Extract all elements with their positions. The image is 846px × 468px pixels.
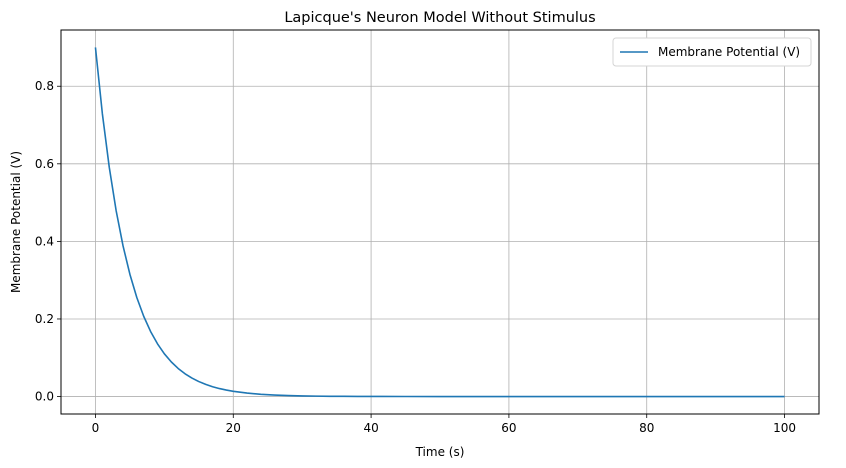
x-tick-label: 20 — [226, 421, 241, 435]
legend: Membrane Potential (V) — [612, 37, 812, 67]
y-axis: 0.0 0.2 0.4 0.6 0.8 — [35, 79, 61, 404]
plot-frame — [60, 29, 820, 415]
y-tick-label: 0.8 — [35, 79, 54, 93]
y-tick-label: 0.2 — [35, 312, 54, 326]
series-layer — [94, 47, 785, 398]
series-line-membrane-potential — [94, 47, 785, 398]
y-tick-label: 0.4 — [35, 234, 54, 248]
x-tick-label: 40 — [363, 421, 378, 435]
y-tick-label: 0.0 — [35, 390, 54, 404]
x-tick-label: 60 — [501, 421, 516, 435]
legend-entry-label: Membrane Potential (V) — [658, 45, 800, 59]
y-axis-label: Membrane Potential (V) — [9, 151, 23, 293]
x-tick-label: 100 — [773, 421, 796, 435]
x-tick-label: 0 — [92, 421, 100, 435]
x-axis: 0 20 40 60 80 100 — [92, 414, 796, 435]
legend-box — [612, 37, 812, 67]
x-tick-label: 80 — [639, 421, 654, 435]
y-tick-label: 0.6 — [35, 157, 54, 171]
x-axis-label: Time (s) — [415, 445, 465, 459]
grid-lines — [61, 30, 819, 414]
chart-title: Lapicque's Neuron Model Without Stimulus — [284, 10, 595, 26]
